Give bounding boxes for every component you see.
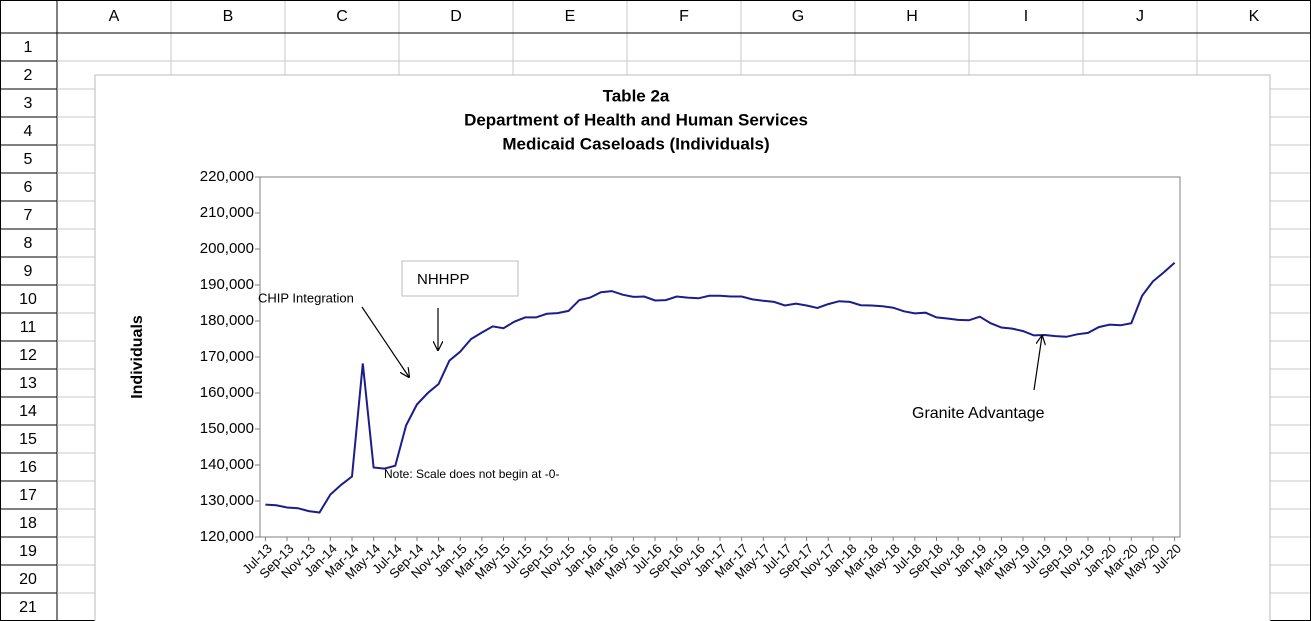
row-header: 4	[24, 123, 33, 140]
column-header: D	[450, 8, 462, 25]
chart-area[interactable]	[94, 74, 1271, 621]
annotation-arrow	[361, 306, 409, 377]
column-header-bar	[0, 0, 1311, 33]
annotation: NHHPP	[417, 271, 470, 288]
y-tick-label: 120,000	[200, 528, 254, 545]
row-header: 16	[19, 459, 37, 476]
column-header: K	[1249, 8, 1260, 25]
column-header: J	[1136, 8, 1144, 25]
chart-title: Table 2a	[603, 86, 670, 105]
column-header: G	[792, 8, 804, 25]
chart-marks: 120,000 130,000 140,000 150,000 160,000 170,0…	[200, 168, 1184, 582]
y-axis-label: Individuals	[129, 315, 146, 399]
y-tick-label: 170,000	[200, 348, 254, 365]
row-header: 1	[24, 39, 33, 56]
row-header: 6	[24, 179, 33, 196]
chart-title: Department of Health and Human Services	[464, 110, 808, 129]
y-tick-label: 160,000	[200, 384, 254, 401]
row-header: 7	[24, 207, 33, 224]
column-header: I	[1024, 8, 1028, 25]
column-header: F	[679, 8, 689, 25]
row-header: 3	[24, 95, 33, 112]
row-header: 11	[20, 319, 37, 336]
y-tick-label: 220,000	[200, 168, 254, 185]
y-tick-label: 190,000	[200, 276, 254, 293]
y-tick-label: 150,000	[200, 420, 254, 437]
annotation: Granite Advantage	[912, 405, 1045, 422]
column-header: C	[336, 8, 348, 25]
row-header: 12	[19, 347, 37, 364]
row-header: 9	[24, 263, 33, 280]
row-header: 13	[19, 375, 37, 392]
y-tick-label: 130,000	[200, 492, 254, 509]
row-header: 10	[19, 291, 37, 308]
row-header: 2	[24, 67, 33, 84]
y-tick-label: 140,000	[200, 456, 254, 473]
y-tick-label: 210,000	[200, 204, 254, 221]
annotation-box	[401, 260, 519, 297]
y-tick-label: 200,000	[200, 240, 254, 257]
column-header: A	[109, 8, 120, 25]
data-line	[265, 261, 1176, 514]
column-header: E	[565, 8, 576, 25]
row-header: 19	[19, 543, 37, 560]
row-header: 21	[19, 599, 37, 616]
row-header: 20	[19, 571, 37, 588]
row-header: 17	[19, 487, 37, 504]
annotation: Note: Scale does not begin at -0-	[384, 467, 559, 481]
column-header: H	[906, 8, 918, 25]
column-header: B	[223, 8, 234, 25]
annotation-arrow	[1033, 336, 1042, 391]
annotation: CHIP Integration	[258, 290, 354, 305]
row-header: 14	[19, 403, 37, 420]
row-header: 5	[24, 151, 33, 168]
row-header: 8	[24, 235, 33, 252]
chart-title: Medicaid Caseloads (Individuals)	[502, 134, 769, 153]
row-header: 15	[19, 431, 37, 448]
row-header: 18	[19, 515, 37, 532]
y-tick-label: 180,000	[200, 312, 254, 329]
